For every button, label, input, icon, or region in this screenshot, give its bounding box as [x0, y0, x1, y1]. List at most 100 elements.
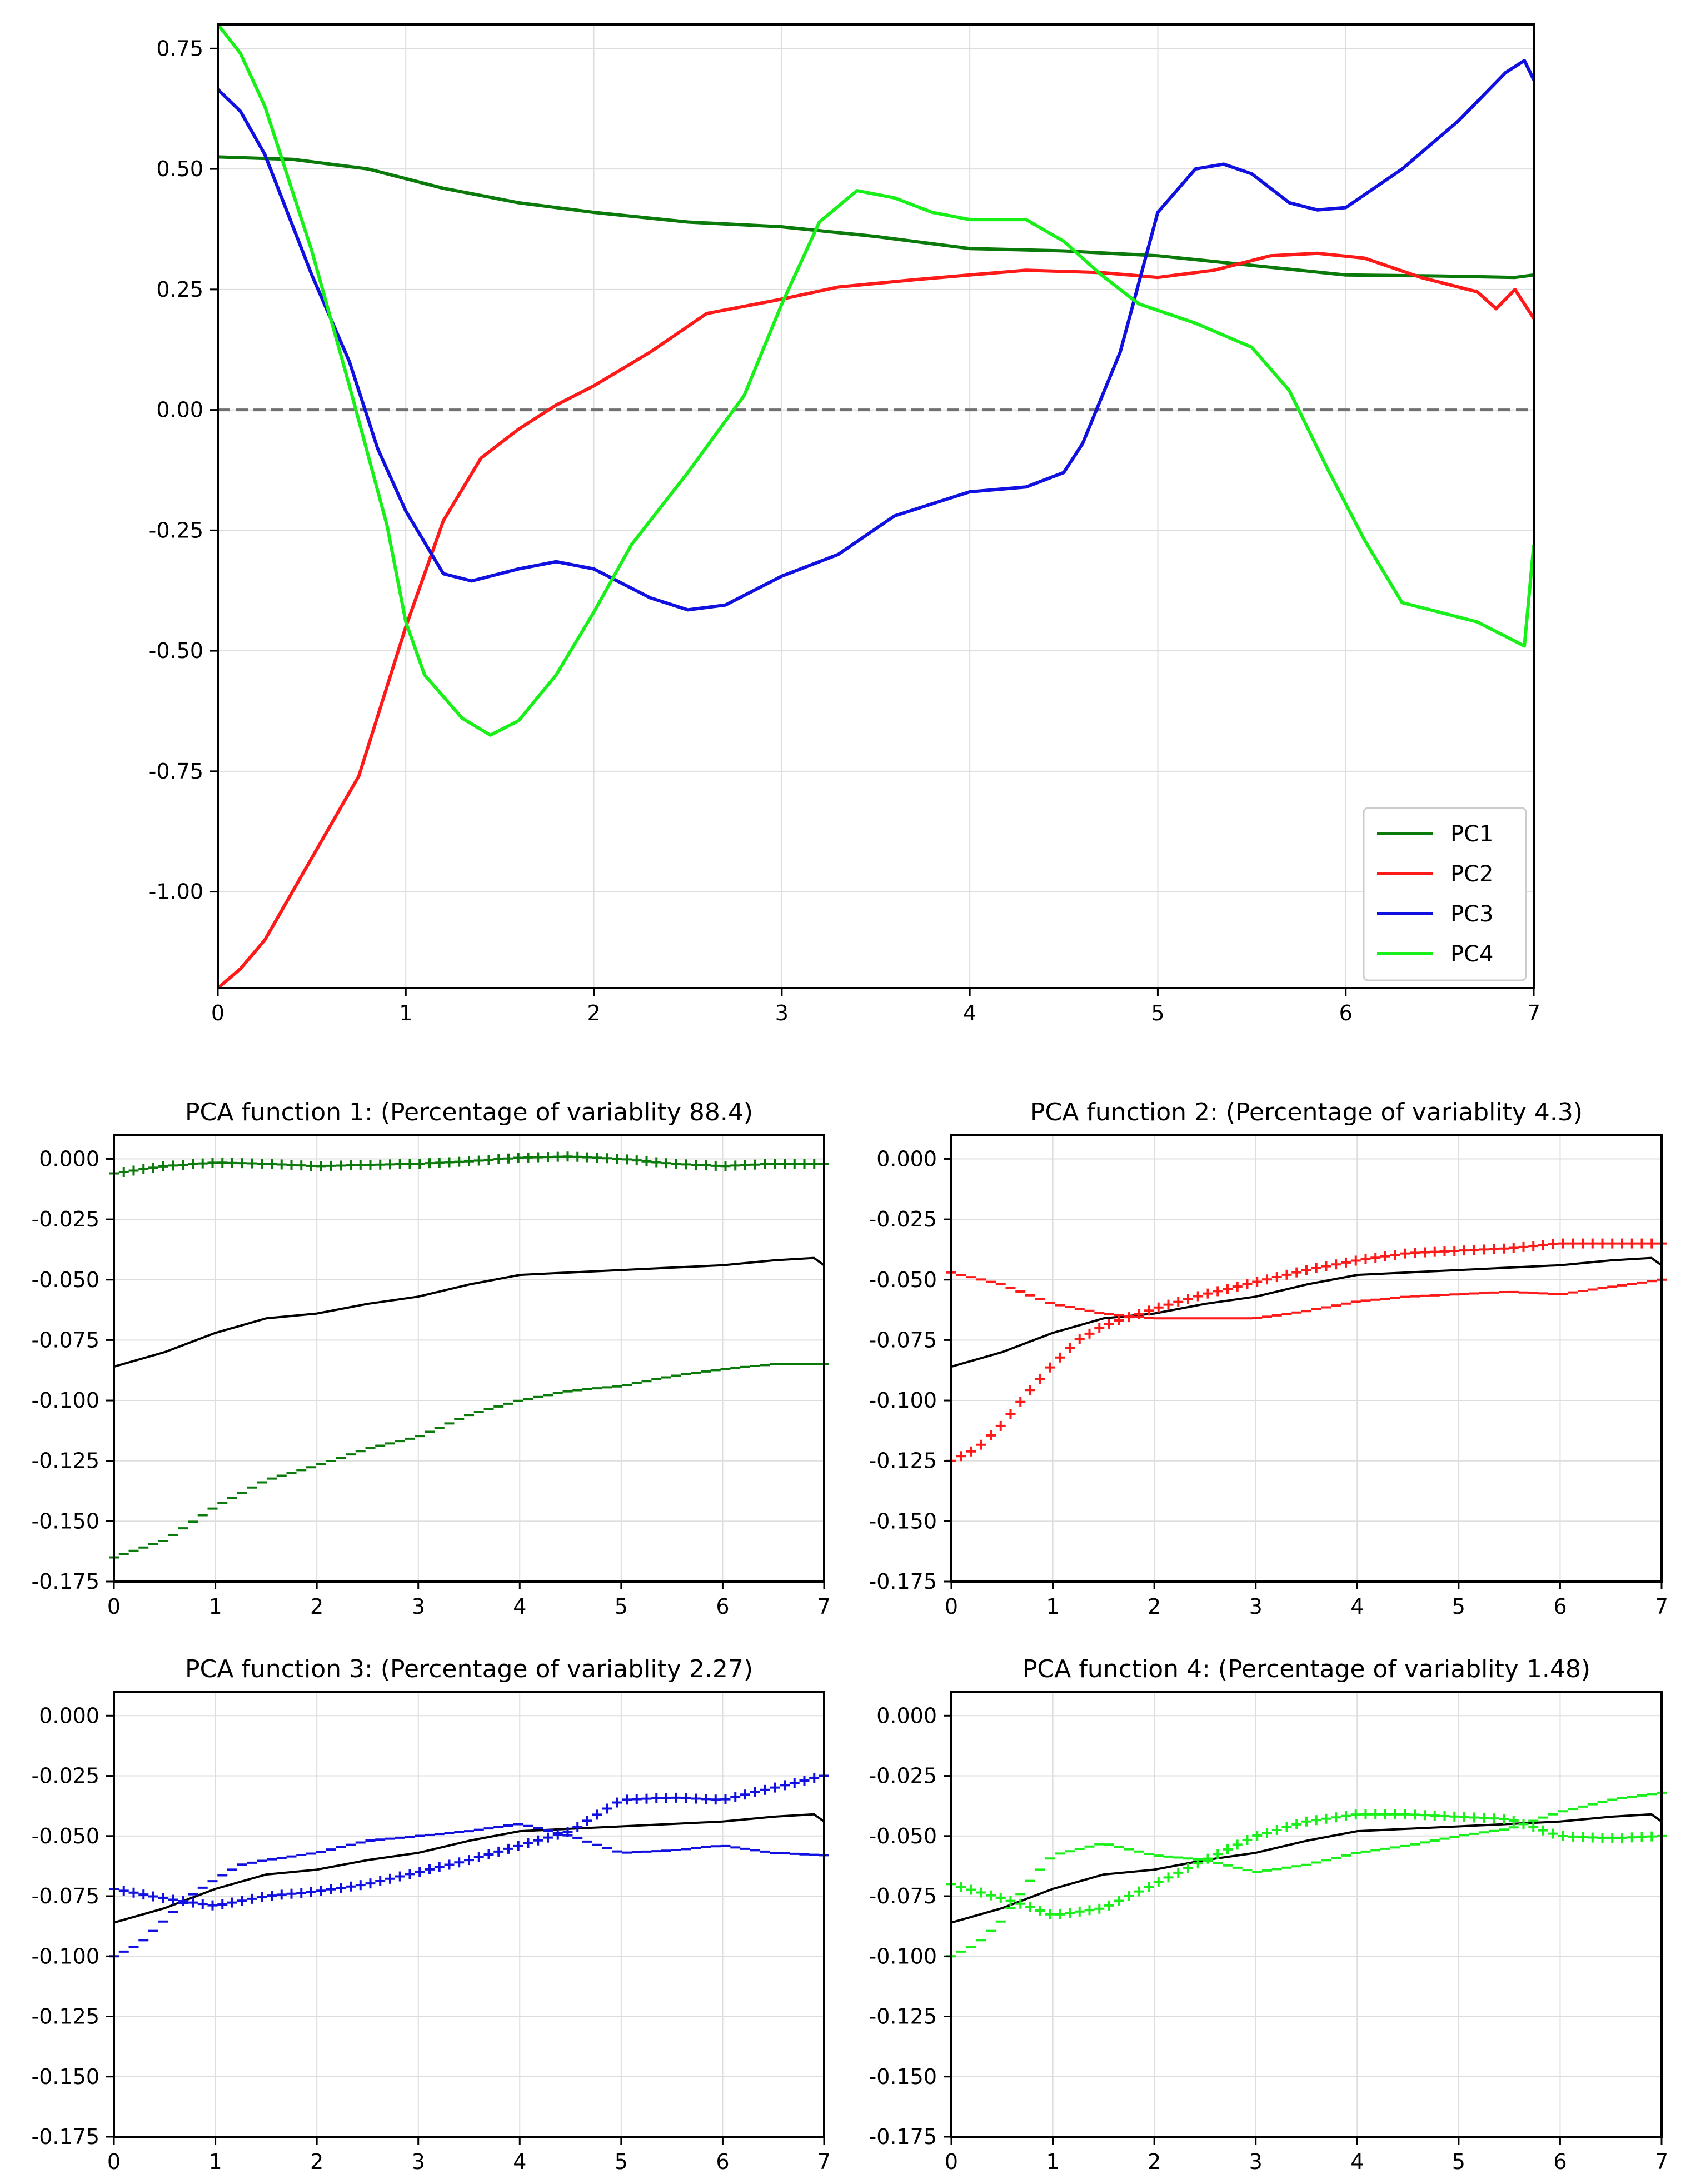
chart-title: PCA function 3: (Percentage of variablit… — [185, 1655, 753, 1683]
y-tick-label: -0.125 — [32, 2005, 100, 2029]
x-tick-label: 5 — [615, 1594, 628, 1619]
series-mean — [113, 1813, 825, 1924]
series-pc4 — [216, 23, 1535, 737]
x-tick-label: 3 — [412, 2150, 425, 2174]
x-tick-label: 7 — [1527, 1001, 1540, 1025]
x-tick-label: 7 — [1655, 2150, 1668, 2174]
series-pc1 — [217, 155, 1534, 280]
y-tick-label: -0.50 — [149, 639, 203, 663]
legend-label: PC4 — [1450, 941, 1494, 967]
x-tick-label: 1 — [1046, 1594, 1059, 1619]
y-tick-label: -0.050 — [869, 1824, 937, 1848]
y-tick-label: -0.075 — [869, 1884, 937, 1908]
y-tick-label: -0.175 — [869, 2125, 937, 2149]
series-pc2 — [217, 251, 1535, 990]
axes-frame — [217, 23, 1535, 989]
x-tick-label: 4 — [963, 1001, 976, 1025]
y-tick-label: 0.000 — [876, 1146, 937, 1171]
series-mean — [113, 1256, 825, 1368]
axes-frame — [113, 1691, 825, 2138]
y-tick-label: -0.075 — [32, 1328, 100, 1352]
x-tick-label: 2 — [1148, 2150, 1161, 2174]
y-tick-label: -0.100 — [32, 1944, 100, 1968]
x-tick-label: 6 — [1339, 1001, 1353, 1025]
series-mean-pc2 — [946, 1238, 1667, 1466]
x-tick-label: 1 — [208, 2150, 222, 2174]
x-tick-label: 3 — [1249, 2150, 1263, 2174]
axes-frame — [113, 1134, 825, 1583]
series-mean-pc4 — [946, 1791, 1667, 1958]
x-tick-label: 4 — [513, 1594, 526, 1619]
y-tick-label: -1.00 — [149, 880, 203, 904]
x-tick-label: 2 — [1148, 1594, 1161, 1619]
chart-title: PCA function 4: (Percentage of variablit… — [1022, 1655, 1590, 1683]
series-mean-pc3 — [109, 1823, 829, 1958]
chart-5: 0 1 2 3 4 5 6 7 0.000 -0.025 -0.050 -0.075 -0.100 -0.… — [869, 1655, 1669, 2174]
series-pc3 — [216, 59, 1535, 612]
chart-title: PCA function 2: (Percentage of variablit… — [1030, 1098, 1583, 1126]
x-tick-label: 0 — [945, 2150, 958, 2174]
y-tick-label: -0.050 — [32, 1268, 100, 1292]
y-tick-label: -0.025 — [32, 1207, 100, 1231]
y-tick-label: -0.075 — [32, 1884, 100, 1908]
chart-3: 0 1 2 3 4 5 6 7 0.000 -0.025 -0.050 -0.075 -0.100 -0.… — [869, 1098, 1669, 1619]
y-tick-label: -0.050 — [32, 1824, 100, 1848]
axes-frame — [950, 1691, 1663, 2138]
x-tick-label: 6 — [1553, 2150, 1567, 2174]
series-mean-pc2 — [946, 1271, 1667, 1320]
y-tick-label: -0.175 — [32, 2125, 100, 2149]
x-tick-label: 6 — [716, 1594, 729, 1619]
y-tick-label: 0.000 — [39, 1703, 99, 1728]
x-tick-label: 2 — [310, 2150, 323, 2174]
y-tick-label: -0.150 — [869, 2065, 937, 2089]
x-tick-label: 4 — [1350, 1594, 1364, 1619]
y-tick-label: -0.075 — [869, 1328, 937, 1352]
legend-label: PC1 — [1450, 821, 1494, 847]
y-tick-label: -0.150 — [32, 2065, 100, 2089]
y-tick-label: 0.25 — [156, 277, 203, 302]
legend-label: PC3 — [1450, 901, 1494, 927]
x-tick-label: 1 — [399, 1001, 412, 1025]
x-tick-label: 1 — [1046, 2150, 1059, 2174]
chart-2: 0 1 2 3 4 5 6 7 0.000 -0.025 -0.050 -0.075 -0.100 -0.… — [32, 1098, 831, 1619]
x-tick-label: 7 — [1655, 1594, 1668, 1619]
y-tick-label: -0.150 — [32, 1509, 100, 1533]
y-tick-label: -0.025 — [869, 1764, 937, 1788]
axes-frame — [950, 1134, 1663, 1583]
x-tick-label: 5 — [1452, 2150, 1465, 2174]
x-tick-label: 6 — [716, 2150, 729, 2174]
x-tick-label: 0 — [211, 1001, 225, 1025]
series-mean — [951, 1813, 1663, 1924]
x-tick-label: 2 — [587, 1001, 600, 1025]
x-tick-label: 5 — [1452, 1594, 1465, 1619]
y-tick-label: -0.050 — [869, 1268, 937, 1292]
chart-4: 0 1 2 3 4 5 6 7 0.000 -0.025 -0.050 -0.075 -0.100 -0.… — [32, 1655, 831, 2174]
y-tick-label: 0.000 — [39, 1146, 99, 1171]
legend-label: PC2 — [1450, 861, 1494, 887]
y-tick-label: 0.00 — [156, 398, 203, 422]
y-tick-label: -0.100 — [869, 1944, 937, 1968]
chart-1: 0 1 2 3 4 5 6 7 0.75 0.50 0.25 0.00 -0.25 -0.50 -0.75 -… — [149, 23, 1540, 1025]
series-mean-pc1 — [109, 1151, 829, 1179]
y-tick-label: -0.125 — [869, 1449, 937, 1473]
x-tick-label: 6 — [1553, 1594, 1567, 1619]
y-tick-label: -0.150 — [869, 1509, 937, 1533]
y-tick-label: -0.75 — [149, 759, 203, 784]
series-mean-pc4 — [946, 1809, 1667, 1919]
y-tick-label: -0.125 — [32, 1449, 100, 1473]
y-tick-label: -0.025 — [869, 1207, 937, 1231]
y-tick-label: 0.75 — [156, 36, 203, 61]
x-tick-label: 7 — [817, 1594, 831, 1619]
x-tick-label: 4 — [513, 2150, 526, 2174]
x-tick-label: 3 — [775, 1001, 789, 1025]
x-tick-label: 0 — [107, 1594, 121, 1619]
x-tick-label: 4 — [1350, 2150, 1364, 2174]
x-tick-label: 3 — [412, 1594, 425, 1619]
x-tick-label: 3 — [1249, 1594, 1263, 1619]
series-mean-pc1 — [109, 1363, 829, 1559]
y-tick-label: -0.125 — [869, 2005, 937, 2029]
y-tick-label: 0.50 — [156, 157, 203, 181]
series-mean-pc3 — [109, 1771, 829, 1911]
y-tick-label: -0.175 — [32, 1569, 100, 1594]
